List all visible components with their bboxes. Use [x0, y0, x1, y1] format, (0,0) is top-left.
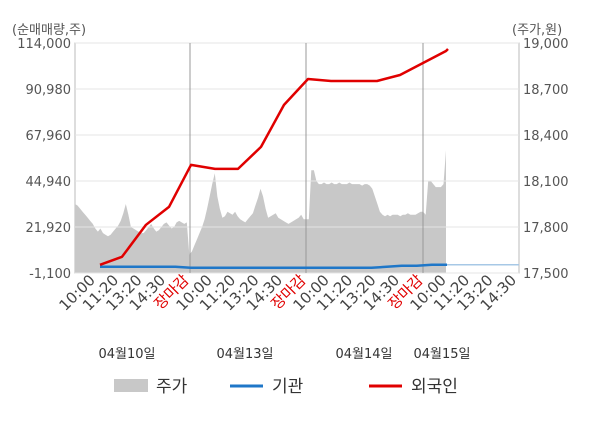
left-axis-unit: (순매매량,주)	[12, 23, 86, 38]
legend: 주가 기관 외국인	[114, 377, 458, 397]
line-series	[99, 48, 519, 270]
day-label: 04월14일	[335, 347, 392, 362]
day-label: 04월15일	[413, 347, 470, 362]
left-tick-label: 44,940	[26, 175, 72, 190]
series-area-price	[75, 150, 446, 273]
legend-label: 주가	[156, 377, 188, 397]
right-tick-label: 18,100	[523, 175, 569, 190]
left-tick-label: 21,920	[26, 221, 72, 236]
right-tick-label: 17,800	[523, 221, 569, 236]
price-area-series	[75, 150, 446, 273]
right-axis-unit: (주가,원)	[512, 23, 562, 38]
left-tick-label: 67,960	[26, 129, 72, 144]
day-label: 04월10일	[98, 347, 155, 362]
right-axis-ticks: 19,000 18,700 18,400 18,100 17,800 17,500	[523, 37, 569, 282]
legend-label: 기관	[272, 377, 303, 397]
legend-label: 외국인	[411, 377, 458, 397]
left-tick-label: 114,000	[17, 37, 71, 52]
left-axis-ticks: 114,000 90,980 67,960 44,940 21,920 -1,100	[17, 37, 71, 282]
right-tick-label: 17,500	[523, 267, 569, 282]
left-tick-label: -1,100	[29, 267, 71, 282]
day-label: 04월13일	[216, 347, 273, 362]
legend-swatch-price	[114, 379, 148, 392]
right-tick-label: 19,000	[523, 37, 569, 52]
left-tick-label: 90,980	[26, 83, 72, 98]
right-tick-label: 18,400	[523, 129, 569, 144]
series-line-foreign	[99, 48, 449, 266]
x-axis-ticks: 10:0011:2013:2014:30장마감10:0011:2013:2014…	[56, 271, 520, 314]
right-tick-label: 18,700	[523, 83, 569, 98]
day-labels: 04월10일 04월13일 04월14일 04월15일	[98, 347, 470, 362]
series-line-institution	[100, 263, 447, 270]
